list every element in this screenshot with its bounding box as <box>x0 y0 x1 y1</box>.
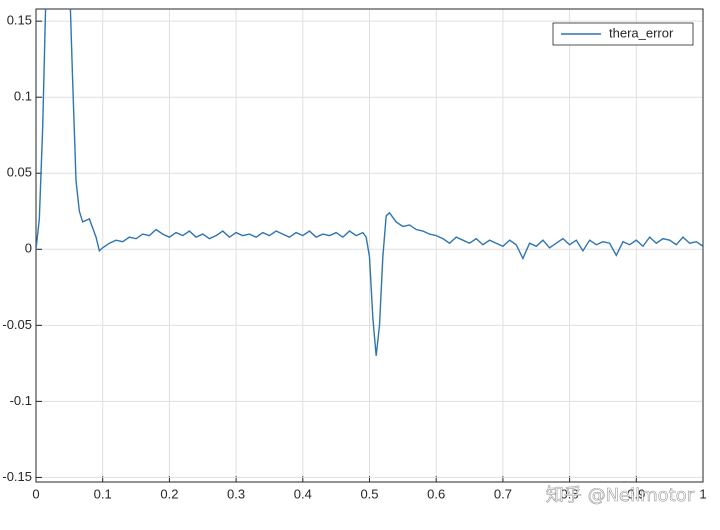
x-tick-label: 0.4 <box>294 486 312 501</box>
data-line <box>36 9 703 356</box>
x-tick-label: 0.6 <box>427 486 445 501</box>
y-tick-label: -0.1 <box>10 393 32 408</box>
x-tick-label: 0.9 <box>627 486 645 501</box>
y-tick-label: 0.1 <box>14 89 32 104</box>
legend-box <box>552 22 694 46</box>
y-tick-label: 0 <box>25 241 32 256</box>
x-tick-label: 0.7 <box>494 486 512 501</box>
x-tick-label: 0.1 <box>94 486 112 501</box>
x-tick-label: 0.8 <box>561 486 579 501</box>
x-tick-label: 0 <box>32 486 39 501</box>
x-tick-label: 0.2 <box>160 486 178 501</box>
y-tick-label: -0.15 <box>2 469 32 484</box>
watermark: 知乎 @Neilmotor <box>546 485 695 506</box>
x-tick-label: 0.5 <box>360 486 378 501</box>
y-tick-label: 0.05 <box>7 165 32 180</box>
y-tick-label: -0.05 <box>2 317 32 332</box>
legend-label: thera_error <box>609 25 674 40</box>
x-tick-label: 0.3 <box>227 486 245 501</box>
x-tick-label: 1 <box>699 486 706 501</box>
y-tick-label: 0.15 <box>7 13 32 28</box>
